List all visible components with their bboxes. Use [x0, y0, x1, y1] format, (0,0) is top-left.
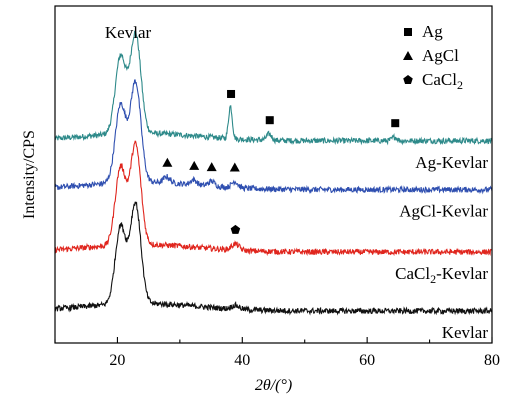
marker-triangle-agcl-kevlar-1 — [189, 160, 200, 170]
series-label-cacl2-kevlar: CaCl2-Kevlar — [395, 264, 488, 286]
kevlar-peak-label: Kevlar — [105, 23, 152, 42]
legend-marker-cacl — [403, 75, 413, 85]
series-line-kevlar — [54, 201, 493, 316]
series-line-cacl2-kevlar — [54, 140, 493, 257]
tick-layer: 20 40 60 80 — [54, 337, 500, 369]
legend-marker-ag — [404, 28, 412, 36]
legend-marker-agcl — [403, 51, 413, 60]
legend-label-ag: Ag — [422, 22, 443, 41]
x-axis-label: 2θ/(°) — [255, 377, 292, 394]
series-line-ag-kevlar — [54, 30, 493, 146]
x-tick-label-80: 80 — [484, 352, 500, 369]
legend-label-agcl: AgCl — [422, 46, 459, 65]
marker-pentagon-cacl2-kevlar-0 — [230, 224, 241, 234]
series-layer — [54, 30, 493, 316]
legend: Ag AgCl CaCl2 — [403, 22, 463, 92]
marker-square-ag-kevlar-1 — [265, 116, 274, 125]
marker-triangle-agcl-kevlar-2 — [206, 162, 217, 172]
marker-square-ag-kevlar-0 — [227, 89, 236, 98]
x-tick-label-60: 60 — [359, 352, 375, 369]
series-label-kevlar: Kevlar — [442, 323, 489, 342]
y-axis-label: Intensity/CPS — [21, 130, 38, 219]
marker-triangle-agcl-kevlar-3 — [229, 162, 240, 172]
series-label-ag-kevlar: Ag-Kevlar — [415, 153, 488, 172]
marker-layer — [162, 89, 400, 234]
x-tick-label-20: 20 — [109, 352, 125, 369]
label-layer: Ag-Kevlar AgCl-Kevlar CaCl2-Kevlar Kevlar — [395, 153, 488, 342]
marker-triangle-agcl-kevlar-0 — [162, 157, 173, 167]
series-line-agcl-kevlar — [54, 79, 493, 195]
plot-frame — [54, 5, 493, 344]
series-label-agcl-kevlar: AgCl-Kevlar — [399, 202, 488, 221]
legend-label-cacl: CaCl2 — [422, 70, 463, 92]
x-tick-label-40: 40 — [234, 352, 250, 369]
marker-square-ag-kevlar-2 — [391, 119, 400, 128]
